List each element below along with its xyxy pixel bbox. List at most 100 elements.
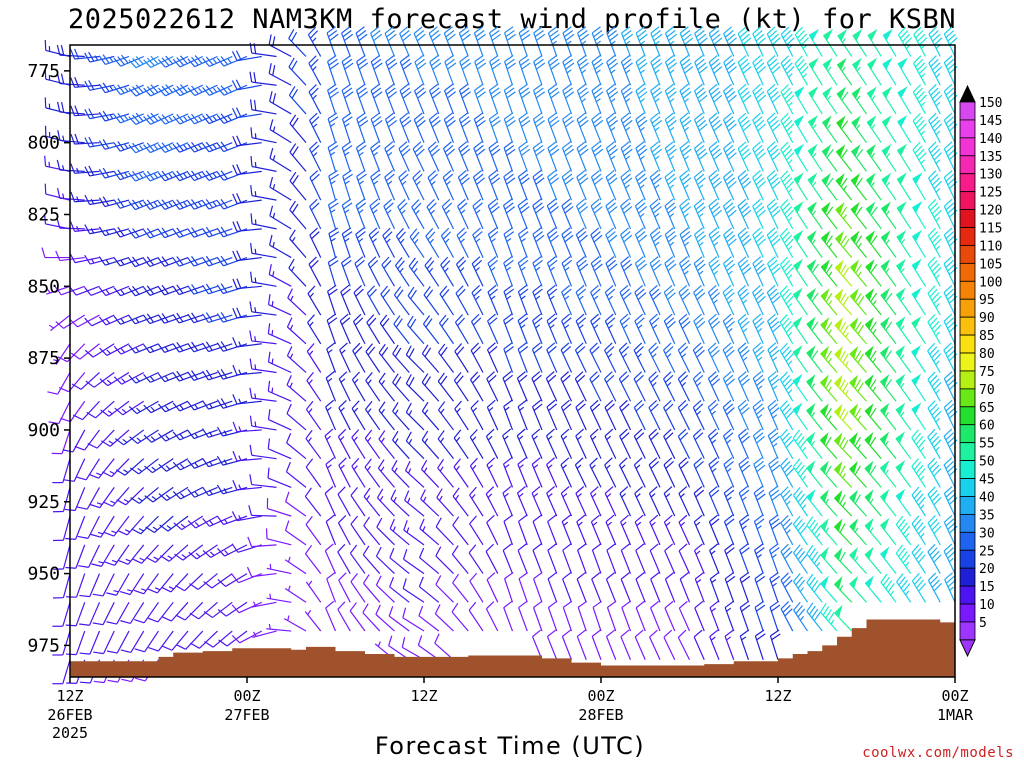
- wind-barb: [70, 221, 100, 232]
- barb-pennant: [819, 575, 829, 589]
- barb-full: [605, 346, 615, 355]
- wind-barb: [820, 345, 838, 373]
- barb-pennant: [792, 316, 803, 329]
- barb-full: [70, 221, 76, 232]
- barb-full: [519, 231, 529, 239]
- barb-full: [593, 234, 603, 243]
- barb-staff: [45, 135, 71, 144]
- barb-full: [634, 486, 643, 494]
- barb-half: [354, 378, 359, 384]
- barb-staff: [59, 256, 85, 262]
- barb-full: [191, 255, 199, 266]
- wind-barb: [288, 258, 307, 287]
- barb-staff: [752, 62, 764, 86]
- barb-half: [381, 380, 386, 386]
- barb-full: [172, 115, 181, 125]
- wind-barb: [780, 543, 794, 574]
- barb-full: [755, 263, 765, 272]
- barb-half: [564, 295, 570, 300]
- barb-staff: [119, 170, 144, 181]
- barb-full: [289, 200, 296, 211]
- barb-staff: [74, 199, 100, 203]
- barb-full: [341, 83, 351, 91]
- barb-staff: [532, 234, 543, 258]
- barb-half: [254, 336, 257, 342]
- barb-full: [305, 515, 313, 525]
- barb-staff: [62, 515, 71, 541]
- wind-barb: [707, 342, 720, 373]
- wind-barb: [305, 515, 322, 546]
- wind-barb: [545, 371, 558, 402]
- barb-staff: [327, 291, 337, 316]
- barb-full: [548, 403, 557, 412]
- barb-full: [375, 546, 382, 557]
- barb-full: [460, 116, 470, 124]
- barb-full: [578, 144, 588, 153]
- wind-barb: [620, 629, 632, 660]
- barb-full: [781, 288, 790, 298]
- wind-barb: [635, 543, 646, 574]
- wind-barb: [251, 601, 277, 608]
- barb-full: [550, 62, 560, 70]
- barb-full: [135, 56, 144, 65]
- barb-full: [728, 66, 737, 74]
- barb-full: [753, 288, 763, 297]
- barb-full: [350, 486, 359, 496]
- barb-full: [446, 33, 456, 42]
- barb-staff: [693, 119, 705, 143]
- wind-barb: [650, 26, 663, 57]
- barb-staff: [389, 586, 410, 603]
- wind-barb: [738, 457, 751, 488]
- wind-barb: [574, 371, 587, 402]
- barb-full: [772, 238, 781, 247]
- barb-half: [669, 98, 675, 103]
- wind-barb: [737, 256, 752, 287]
- barb-staff: [722, 349, 735, 373]
- barb-half: [772, 442, 778, 448]
- barb-staff: [421, 439, 440, 460]
- barb-full: [678, 457, 688, 466]
- barb-half: [227, 115, 232, 121]
- wind-barb: [649, 313, 661, 345]
- wind-barb: [766, 141, 781, 172]
- barb-full: [343, 58, 353, 66]
- wind-barb: [56, 159, 85, 172]
- barb-full: [157, 314, 165, 324]
- barb-full: [592, 259, 602, 268]
- barb-full: [518, 169, 528, 178]
- barb-half: [595, 69, 601, 74]
- barb-staff: [113, 515, 130, 537]
- barb-full: [102, 471, 112, 478]
- barb-full: [113, 199, 121, 209]
- wind-barb: [267, 294, 292, 316]
- barb-half: [625, 155, 631, 160]
- barb-full: [150, 84, 159, 93]
- barb-full: [357, 202, 367, 210]
- barb-full: [286, 317, 293, 328]
- wind-barb: [561, 169, 574, 201]
- barb-staff: [487, 205, 499, 230]
- barb-half: [487, 493, 493, 498]
- barb-full: [382, 317, 390, 327]
- barb-full: [159, 524, 169, 532]
- barb-full: [307, 314, 315, 323]
- barb-full: [772, 209, 781, 218]
- barb-half: [212, 58, 218, 64]
- barb-staff: [694, 61, 705, 86]
- barb-half: [166, 525, 172, 530]
- barb-full: [520, 206, 530, 214]
- barb-staff: [517, 233, 528, 258]
- barb-staff: [210, 544, 233, 559]
- wind-barb: [393, 286, 410, 316]
- wind-barb: [92, 602, 115, 626]
- barb-staff: [576, 119, 587, 143]
- wind-barb: [304, 487, 322, 517]
- wind-barb: [517, 169, 530, 201]
- barb-full: [668, 33, 678, 42]
- barb-full: [549, 206, 559, 214]
- barb-half: [786, 529, 791, 534]
- barb-full: [548, 202, 558, 210]
- wind-barb: [708, 256, 721, 287]
- barb-full: [398, 170, 407, 178]
- barb-full: [216, 171, 225, 181]
